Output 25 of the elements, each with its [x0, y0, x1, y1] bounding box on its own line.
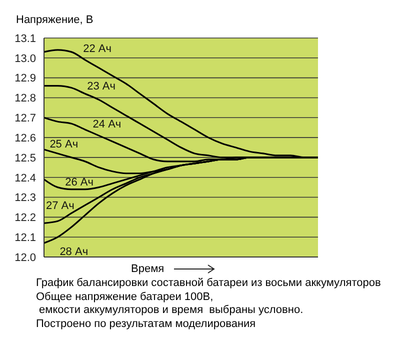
y-tick-label: 12.9 — [14, 72, 36, 85]
text: емкости аккумуляторов и время выбраны условно. — [38, 304, 304, 318]
y-tick-label: 13.0 — [14, 52, 36, 65]
y-tick-label: 12.2 — [14, 212, 36, 224]
text: Общее напряжение батареи 100В, — [36, 290, 214, 304]
y-tick-label: 12.4 — [14, 172, 36, 184]
y-tick-label: 12.5 — [14, 152, 36, 164]
series-label: 25 Ач — [50, 138, 78, 150]
y-tick-label: 12.7 — [14, 112, 36, 125]
y-axis-title: Напряжение, В — [16, 14, 94, 26]
series-label: 27 Ач — [46, 200, 74, 212]
series-label: 24 Ач — [92, 118, 122, 131]
text: Построено по результатам моделирования — [36, 318, 257, 331]
series-label: 23 Ач — [87, 80, 116, 93]
series-label: 28 Ач — [60, 246, 88, 258]
series-label: 22 Ач — [83, 42, 112, 55]
y-tick-label: 12.6 — [14, 132, 36, 144]
y-tick-label: 12.0 — [14, 252, 36, 264]
y-tick-label: 13.1 — [14, 32, 36, 45]
y-tick-label: 12.1 — [14, 232, 36, 244]
y-tick-label: 12.8 — [14, 92, 36, 105]
x-axis-title: Время — [131, 263, 164, 275]
text: График балансировки составной батареи из восьми аккумуляторов — [36, 277, 381, 290]
y-tick-label: 12.3 — [14, 192, 36, 204]
series-label: 26 Ач — [65, 176, 94, 188]
